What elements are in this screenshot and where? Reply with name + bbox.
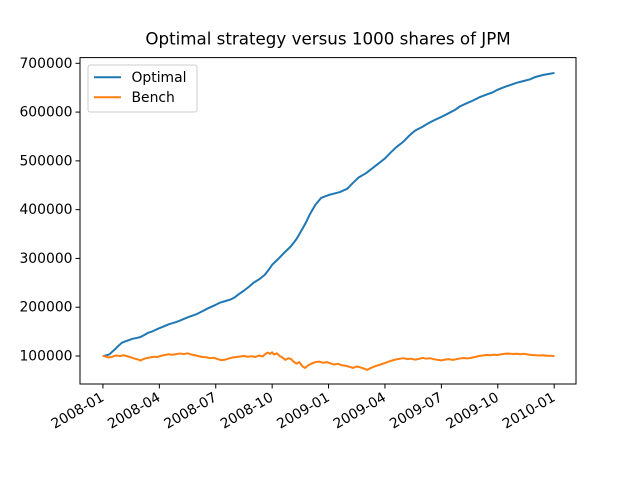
x-tick-label: 2010-01	[500, 390, 558, 433]
x-tick-label: 2009-04	[331, 390, 389, 433]
y-axis-ticks: 100000 200000 300000 400000 500000 600000 7000…	[19, 56, 80, 364]
legend: Optimal Bench	[87, 64, 198, 113]
series-line-optimal	[102, 72, 555, 357]
x-tick-label: 2008-01	[49, 390, 107, 433]
x-axis-ticks: 2008-012008-042008-072008-102009-012009-…	[49, 384, 558, 433]
x-tick-label: 2008-10	[218, 390, 276, 433]
series-line-bench	[102, 351, 555, 371]
y-tick-label: 700000	[19, 56, 72, 72]
y-tick-label: 500000	[19, 153, 72, 169]
legend-label-bench: Bench	[132, 90, 175, 106]
x-tick-label: 2009-01	[274, 390, 332, 433]
x-tick-label: 2009-07	[387, 390, 445, 433]
y-tick-label: 100000	[19, 348, 72, 364]
y-tick-label: 600000	[19, 105, 72, 121]
legend-label-optimal: Optimal	[132, 70, 187, 86]
x-tick-label: 2009-10	[444, 390, 502, 433]
y-tick-label: 300000	[19, 251, 72, 267]
y-tick-label: 400000	[19, 202, 72, 218]
x-tick-label: 2008-07	[161, 390, 219, 433]
chart-title: Optimal strategy versus 1000 shares of J…	[145, 29, 510, 49]
plot-area-frame	[79, 57, 577, 385]
x-tick-label: 2008-04	[105, 390, 163, 433]
plot-series	[102, 72, 555, 371]
y-tick-label: 200000	[19, 300, 72, 316]
